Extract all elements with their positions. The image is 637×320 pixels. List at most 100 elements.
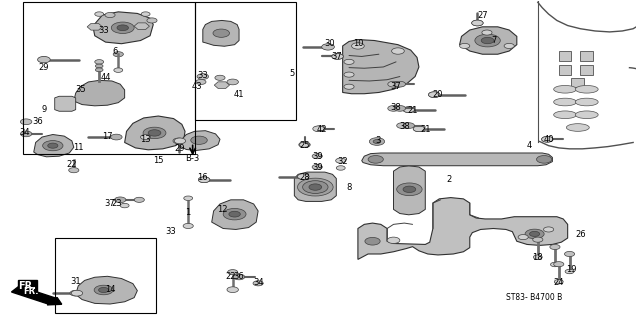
Circle shape: [536, 156, 552, 163]
Circle shape: [253, 281, 263, 286]
Text: 29: 29: [39, 63, 49, 72]
Circle shape: [299, 142, 310, 147]
Circle shape: [233, 274, 245, 280]
Circle shape: [504, 44, 514, 49]
Text: 1: 1: [185, 208, 191, 217]
Circle shape: [312, 154, 322, 159]
Ellipse shape: [575, 85, 598, 93]
Text: 33: 33: [197, 71, 208, 80]
Ellipse shape: [554, 85, 576, 93]
Circle shape: [312, 164, 322, 170]
Polygon shape: [559, 65, 571, 75]
Circle shape: [227, 287, 238, 292]
Polygon shape: [343, 40, 419, 94]
Circle shape: [173, 138, 184, 144]
Ellipse shape: [554, 98, 576, 106]
Circle shape: [105, 12, 115, 18]
Polygon shape: [125, 116, 185, 150]
Ellipse shape: [566, 124, 589, 131]
Circle shape: [475, 34, 500, 47]
Circle shape: [529, 231, 540, 236]
Text: 22: 22: [67, 160, 77, 169]
Circle shape: [174, 138, 185, 144]
Circle shape: [550, 244, 560, 250]
Text: 34: 34: [253, 278, 264, 287]
Text: 30: 30: [325, 39, 335, 48]
Polygon shape: [55, 96, 76, 111]
Circle shape: [550, 262, 559, 267]
Polygon shape: [460, 27, 517, 54]
Text: 24: 24: [554, 278, 564, 287]
Circle shape: [198, 177, 210, 183]
Circle shape: [554, 279, 563, 284]
Circle shape: [314, 126, 326, 132]
Circle shape: [111, 22, 134, 34]
Circle shape: [299, 142, 310, 148]
Circle shape: [471, 20, 483, 26]
Circle shape: [70, 290, 82, 296]
Circle shape: [183, 223, 193, 228]
Circle shape: [332, 53, 343, 59]
Circle shape: [197, 74, 208, 79]
Circle shape: [71, 290, 83, 296]
Circle shape: [147, 18, 157, 23]
Text: 6: 6: [112, 47, 118, 56]
Circle shape: [134, 197, 145, 202]
Text: 39: 39: [312, 164, 322, 172]
Polygon shape: [559, 51, 571, 60]
Text: 18: 18: [533, 253, 543, 262]
Circle shape: [190, 136, 207, 144]
Circle shape: [148, 130, 161, 136]
Polygon shape: [211, 200, 258, 229]
Text: FR.: FR.: [18, 281, 45, 291]
Text: 33: 33: [98, 27, 109, 36]
Circle shape: [141, 12, 150, 16]
Text: 44: 44: [100, 73, 111, 82]
Circle shape: [413, 126, 425, 132]
Circle shape: [111, 134, 122, 140]
Circle shape: [533, 237, 543, 242]
Ellipse shape: [575, 111, 598, 119]
Polygon shape: [34, 134, 74, 157]
Circle shape: [397, 123, 408, 128]
Bar: [55, 238, 157, 313]
Circle shape: [143, 127, 166, 139]
Text: B-3: B-3: [185, 154, 200, 163]
Circle shape: [120, 203, 129, 208]
Circle shape: [20, 119, 32, 124]
Polygon shape: [134, 23, 150, 29]
Circle shape: [344, 72, 354, 77]
Circle shape: [403, 107, 415, 113]
Circle shape: [565, 269, 574, 274]
Circle shape: [43, 140, 63, 151]
Circle shape: [303, 181, 328, 194]
Ellipse shape: [575, 98, 598, 106]
Circle shape: [344, 59, 354, 64]
Circle shape: [564, 252, 575, 257]
Circle shape: [388, 106, 399, 111]
Circle shape: [541, 136, 553, 142]
Text: 33: 33: [166, 227, 176, 236]
Text: ST83- B4700 B: ST83- B4700 B: [506, 292, 562, 301]
Text: 14: 14: [104, 284, 115, 293]
Circle shape: [322, 44, 334, 50]
Text: 37: 37: [390, 82, 401, 91]
Text: 23: 23: [111, 198, 122, 207]
Polygon shape: [87, 23, 103, 30]
Circle shape: [322, 44, 334, 50]
Text: 17: 17: [102, 132, 113, 140]
Text: 25: 25: [299, 141, 310, 150]
Circle shape: [313, 126, 324, 132]
Bar: [23, 2, 194, 154]
Text: 3: 3: [375, 136, 380, 145]
Circle shape: [387, 237, 400, 244]
Text: 32: 32: [338, 157, 348, 166]
Text: 8: 8: [347, 183, 352, 192]
Circle shape: [336, 166, 345, 170]
Circle shape: [215, 75, 225, 80]
Text: 21: 21: [420, 125, 431, 134]
Circle shape: [460, 44, 469, 49]
Text: 13: 13: [140, 135, 151, 144]
Circle shape: [94, 285, 113, 295]
Text: 36: 36: [32, 117, 43, 126]
